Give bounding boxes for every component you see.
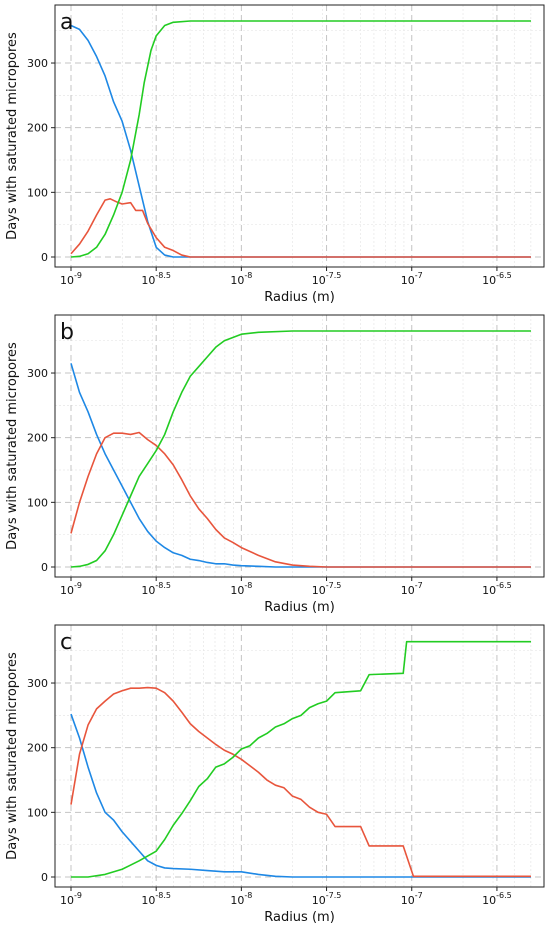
x-tick-label: 10-7 bbox=[401, 271, 423, 287]
chart-panel-b: 0 100 200 300 10-9 10-8.5 10-8 10-7.5 10-7 10-6.5… bbox=[5, 314, 545, 615]
y-tick-label: 200 bbox=[27, 122, 48, 135]
series-line-blue bbox=[70, 363, 531, 568]
y-tick-label: 100 bbox=[27, 806, 48, 819]
plot-frame bbox=[54, 4, 545, 268]
series-line-red bbox=[70, 431, 531, 568]
y-tick-label: 0 bbox=[41, 871, 48, 884]
series-line-blue bbox=[70, 24, 531, 258]
x-tick-label: 10-9 bbox=[60, 271, 82, 287]
x-tick-label: 10-9 bbox=[60, 581, 82, 597]
y-tick-label: 300 bbox=[27, 677, 48, 690]
y-tick-label: 100 bbox=[27, 496, 48, 509]
series-line-blue bbox=[70, 713, 531, 878]
y-axis-label: Days with saturated micropores bbox=[5, 342, 20, 550]
x-tick-label: 10-8 bbox=[230, 271, 252, 287]
x-tick-label: 10-8 bbox=[230, 891, 252, 907]
x-tick-label: 10-7.5 bbox=[312, 271, 342, 287]
x-tick-label: 10-6.5 bbox=[482, 271, 512, 287]
plot-frame bbox=[54, 624, 545, 888]
x-tick-label: 10-8.5 bbox=[141, 891, 171, 907]
x-tick-label: 10-7 bbox=[401, 581, 423, 597]
x-tick-label: 10-8.5 bbox=[141, 581, 171, 597]
series-line-green bbox=[70, 20, 531, 258]
x-axis-label: Radius (m) bbox=[264, 910, 335, 925]
y-axis-label: Days with saturated micropores bbox=[5, 32, 20, 240]
y-tick-label: 200 bbox=[27, 742, 48, 755]
x-tick-label: 10-7.5 bbox=[312, 581, 342, 597]
panel-letter: a bbox=[60, 10, 73, 35]
y-axis-label: Days with saturated micropores bbox=[5, 652, 20, 860]
x-tick-label: 10-7.5 bbox=[312, 891, 342, 907]
series-line-red bbox=[70, 198, 531, 258]
panel-letter: b bbox=[60, 320, 74, 345]
y-tick-label: 0 bbox=[41, 561, 48, 574]
y-tick-label: 0 bbox=[41, 251, 48, 264]
y-tick-label: 100 bbox=[27, 186, 48, 199]
series-line-green bbox=[71, 640, 531, 878]
x-tick-label: 10-7 bbox=[401, 891, 423, 907]
y-tick-label: 300 bbox=[27, 367, 48, 380]
x-tick-label: 10-8.5 bbox=[141, 271, 171, 287]
series-line-green bbox=[70, 330, 531, 568]
series-line-red bbox=[70, 686, 531, 878]
x-tick-label: 10-8 bbox=[230, 581, 252, 597]
y-tick-label: 300 bbox=[27, 57, 48, 70]
chart-panel-c: 0 100 200 300 10-9 10-8.5 10-8 10-7.5 10-7 10-6.5… bbox=[5, 624, 545, 925]
x-tick-label: 10-6.5 bbox=[482, 581, 512, 597]
plot-frame bbox=[54, 314, 545, 578]
x-tick-label: 10-6.5 bbox=[482, 891, 512, 907]
x-tick-label: 10-9 bbox=[60, 891, 82, 907]
x-axis-label: Radius (m) bbox=[264, 290, 335, 305]
chart-panel-a: 0 100 200 300 10-9 10-8.5 10-8 10-7.5 10-7 10-6.5… bbox=[5, 4, 545, 305]
y-tick-label: 200 bbox=[27, 432, 48, 445]
x-axis-label: Radius (m) bbox=[264, 600, 335, 615]
panel-letter: c bbox=[60, 630, 72, 655]
